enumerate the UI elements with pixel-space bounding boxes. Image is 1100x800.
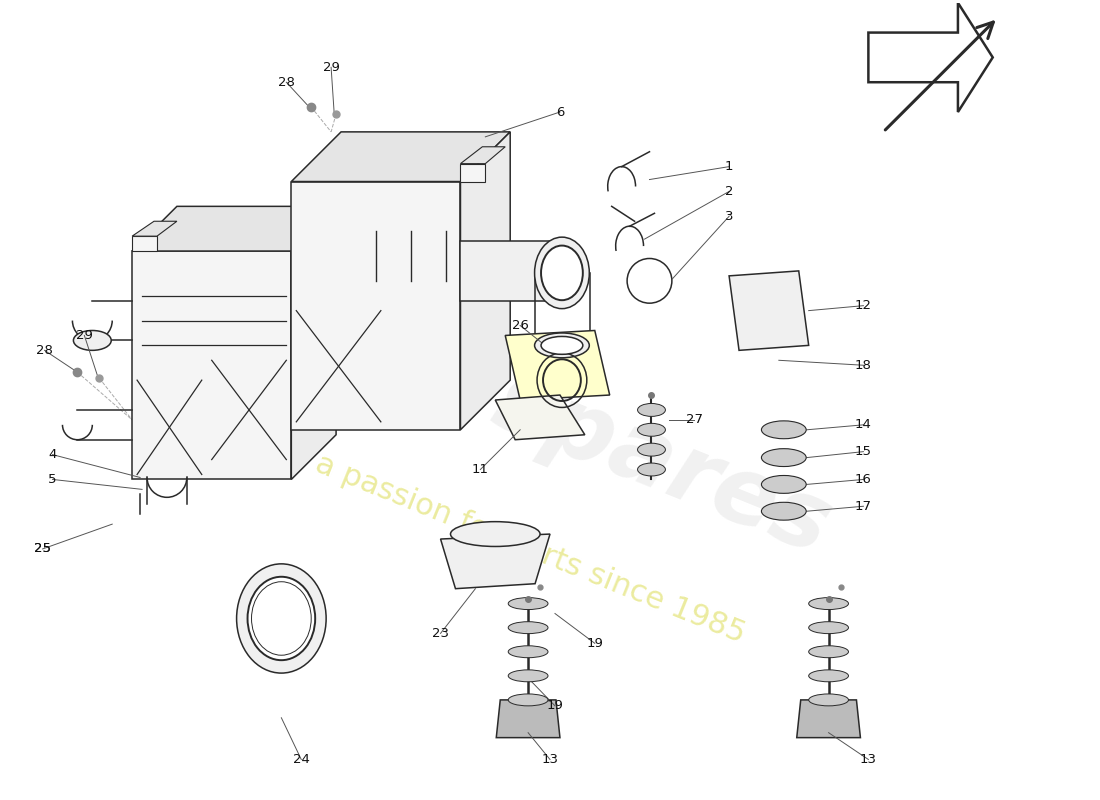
- Ellipse shape: [808, 646, 848, 658]
- Ellipse shape: [541, 246, 583, 300]
- Text: 23: 23: [432, 627, 449, 640]
- Text: 29: 29: [76, 329, 92, 342]
- Polygon shape: [495, 395, 585, 440]
- Text: 24: 24: [293, 753, 310, 766]
- Text: 25: 25: [34, 542, 51, 555]
- Text: 6: 6: [556, 106, 564, 118]
- Polygon shape: [496, 700, 560, 738]
- Text: 29: 29: [322, 61, 340, 74]
- Text: a passion for parts since 1985: a passion for parts since 1985: [311, 449, 749, 649]
- Ellipse shape: [638, 443, 666, 456]
- Ellipse shape: [761, 449, 806, 466]
- Polygon shape: [461, 132, 510, 430]
- Ellipse shape: [808, 694, 848, 706]
- Text: 13: 13: [541, 753, 559, 766]
- Text: 18: 18: [855, 358, 872, 372]
- Ellipse shape: [508, 694, 548, 706]
- Text: 19: 19: [586, 637, 603, 650]
- Ellipse shape: [248, 577, 316, 660]
- Ellipse shape: [761, 421, 806, 438]
- Text: 2: 2: [725, 185, 734, 198]
- Ellipse shape: [761, 502, 806, 520]
- Text: 17: 17: [855, 500, 872, 513]
- Polygon shape: [461, 241, 550, 301]
- Polygon shape: [292, 206, 337, 479]
- Text: 16: 16: [855, 473, 872, 486]
- Polygon shape: [461, 146, 505, 164]
- Polygon shape: [292, 182, 461, 430]
- Ellipse shape: [638, 403, 666, 416]
- Polygon shape: [796, 700, 860, 738]
- Text: 28: 28: [36, 344, 53, 357]
- Ellipse shape: [535, 237, 590, 309]
- Ellipse shape: [508, 622, 548, 634]
- Ellipse shape: [761, 475, 806, 494]
- Text: 27: 27: [685, 414, 703, 426]
- Polygon shape: [461, 164, 485, 182]
- Polygon shape: [132, 206, 337, 251]
- Polygon shape: [441, 534, 550, 589]
- Ellipse shape: [508, 646, 548, 658]
- Ellipse shape: [508, 670, 548, 682]
- Polygon shape: [132, 222, 177, 236]
- Text: 4: 4: [48, 448, 57, 461]
- Text: 15: 15: [855, 445, 872, 458]
- Polygon shape: [132, 236, 157, 251]
- Text: 19: 19: [547, 699, 563, 712]
- Ellipse shape: [638, 423, 666, 436]
- Ellipse shape: [638, 463, 666, 476]
- Ellipse shape: [535, 333, 590, 358]
- Text: 1: 1: [725, 160, 734, 173]
- Ellipse shape: [451, 522, 540, 546]
- Polygon shape: [292, 132, 510, 182]
- Text: 28: 28: [278, 76, 295, 89]
- Text: 12: 12: [855, 299, 872, 312]
- Ellipse shape: [74, 330, 111, 350]
- Polygon shape: [729, 271, 808, 350]
- Ellipse shape: [808, 622, 848, 634]
- Ellipse shape: [508, 598, 548, 610]
- Ellipse shape: [236, 564, 326, 673]
- Ellipse shape: [808, 598, 848, 610]
- Text: 14: 14: [855, 418, 872, 431]
- Text: eurospares: eurospares: [256, 266, 844, 574]
- Text: 3: 3: [725, 210, 734, 222]
- Ellipse shape: [541, 337, 583, 354]
- Text: 5: 5: [48, 473, 57, 486]
- Text: 26: 26: [512, 319, 529, 332]
- Ellipse shape: [252, 582, 311, 655]
- Text: 11: 11: [472, 463, 488, 476]
- Ellipse shape: [808, 670, 848, 682]
- Polygon shape: [868, 2, 993, 112]
- Text: 13: 13: [860, 753, 877, 766]
- Text: 25: 25: [34, 542, 51, 555]
- Polygon shape: [132, 251, 292, 479]
- Polygon shape: [505, 330, 609, 400]
